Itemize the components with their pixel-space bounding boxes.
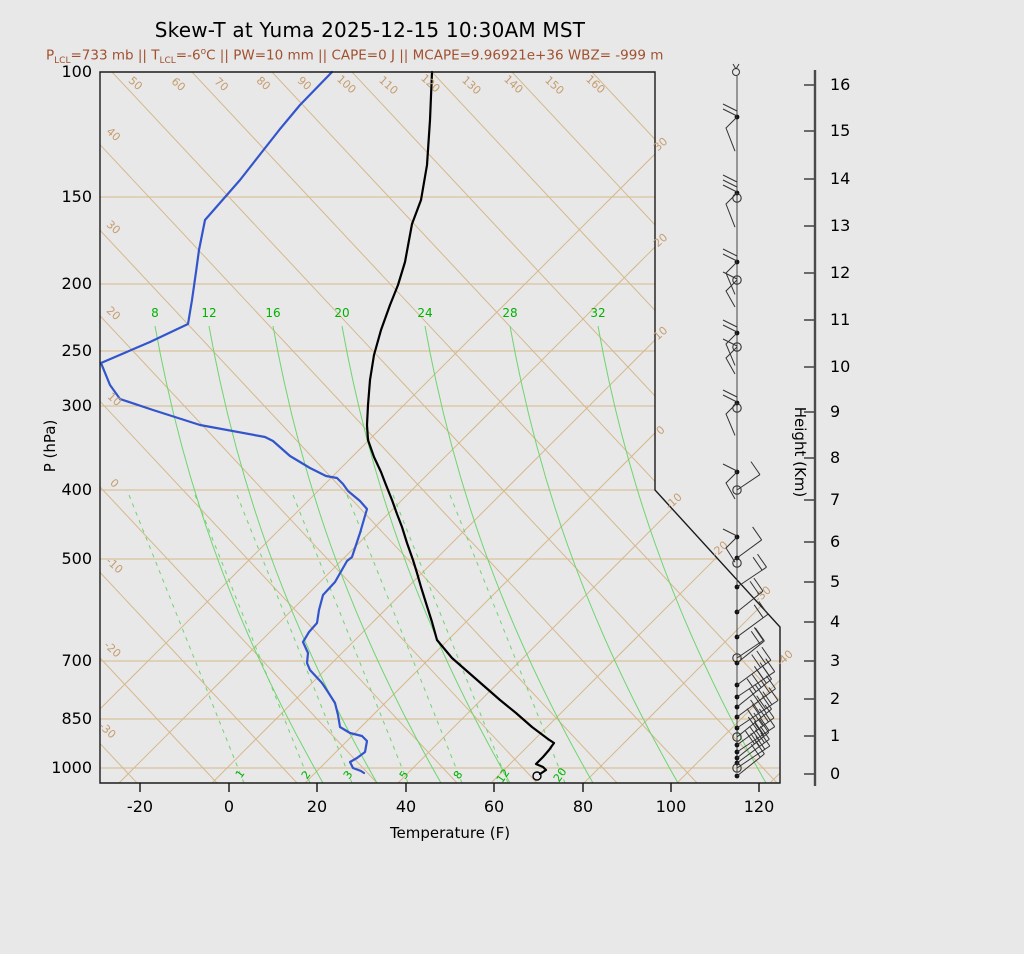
svg-text:32: 32: [590, 306, 605, 320]
svg-text:8: 8: [151, 306, 159, 320]
wind-barb-column: [722, 63, 779, 779]
svg-text:20: 20: [307, 797, 327, 816]
svg-text:40: 40: [396, 797, 416, 816]
svg-text:250: 250: [61, 341, 92, 360]
temperature-axis-title: Temperature (F): [389, 824, 511, 842]
svg-text:2: 2: [830, 689, 840, 708]
svg-text:120: 120: [418, 72, 442, 96]
svg-text:-20: -20: [127, 797, 153, 816]
svg-text:110: 110: [376, 74, 400, 98]
svg-text:3: 3: [830, 651, 840, 670]
temperature-surface-marker: [532, 771, 542, 781]
svg-text:20: 20: [651, 231, 670, 250]
svg-text:700: 700: [61, 651, 92, 670]
svg-text:11: 11: [830, 310, 850, 329]
svg-text:7: 7: [830, 490, 840, 509]
svg-text:120: 120: [744, 797, 775, 816]
svg-text:850: 850: [61, 709, 92, 728]
svg-text:150: 150: [542, 74, 566, 98]
svg-text:13: 13: [830, 216, 850, 235]
svg-text:-40: -40: [774, 648, 796, 670]
svg-text:300: 300: [61, 396, 92, 415]
svg-text:500: 500: [61, 549, 92, 568]
svg-text:30: 30: [104, 218, 123, 237]
svg-text:1: 1: [233, 767, 248, 780]
svg-text:12: 12: [830, 263, 850, 282]
svg-text:6: 6: [830, 532, 840, 551]
svg-text:90: 90: [295, 74, 314, 93]
svg-text:20: 20: [104, 304, 123, 323]
svg-text:20: 20: [334, 306, 349, 320]
svg-text:200: 200: [61, 274, 92, 293]
svg-text:10: 10: [651, 324, 670, 343]
page-title: Skew-T at Yuma 2025-12-15 10:30AM MST: [154, 18, 586, 42]
sounding-curves: [99, 70, 556, 781]
svg-text:100: 100: [61, 62, 92, 81]
svg-text:-10: -10: [663, 491, 685, 513]
svg-text:-10: -10: [103, 555, 125, 577]
svg-text:16: 16: [265, 306, 280, 320]
pressure-axis-title: P (hPa): [41, 419, 59, 473]
svg-text:0: 0: [830, 764, 840, 783]
skewt-background-lines: [100, 72, 780, 783]
svg-text:80: 80: [254, 74, 273, 93]
temperature-curve: [365, 70, 556, 776]
svg-text:70: 70: [212, 75, 231, 94]
svg-text:100: 100: [334, 73, 358, 97]
svg-text:80: 80: [573, 797, 593, 816]
svg-text:5: 5: [397, 768, 412, 781]
height-axis-title: Height (Km): [791, 406, 809, 498]
svg-text:1: 1: [830, 726, 840, 745]
plot-frame: [99, 71, 781, 784]
svg-text:-20: -20: [101, 639, 123, 661]
svg-text:8: 8: [451, 768, 466, 781]
svg-text:40: 40: [104, 125, 123, 144]
dewpoint-curve: [99, 70, 369, 775]
svg-text:5: 5: [830, 572, 840, 591]
svg-text:10: 10: [830, 357, 850, 376]
svg-text:2: 2: [299, 768, 314, 781]
svg-text:24: 24: [417, 306, 432, 320]
svg-text:8: 8: [830, 448, 840, 467]
svg-text:0: 0: [224, 797, 234, 816]
svg-text:150: 150: [61, 187, 92, 206]
svg-text:15: 15: [830, 121, 850, 140]
svg-text:28: 28: [502, 306, 517, 320]
svg-text:60: 60: [169, 75, 188, 94]
svg-text:1000: 1000: [51, 758, 92, 777]
svg-text:100: 100: [656, 797, 687, 816]
svg-text:130: 130: [459, 74, 483, 98]
svg-text:140: 140: [501, 73, 525, 97]
svg-text:3: 3: [341, 768, 356, 781]
svg-text:12: 12: [201, 306, 216, 320]
svg-text:16: 16: [830, 75, 850, 94]
svg-text:160: 160: [583, 73, 607, 97]
svg-text:400: 400: [61, 480, 92, 499]
svg-text:60: 60: [484, 797, 504, 816]
svg-text:14: 14: [830, 169, 850, 188]
svg-text:0: 0: [654, 423, 668, 437]
svg-text:9: 9: [830, 402, 840, 421]
pressure-axis: 100 150 200 250 300 400 500 700 850 1000: [51, 62, 92, 777]
svg-text:0: 0: [107, 476, 121, 490]
temperature-axis: -20 0 20 40 60 80 100 120: [127, 783, 774, 816]
sounding-stats-line: PLCL=733 mb || TLCL=-6oC || PW=10 mm || …: [46, 47, 664, 67]
svg-text:-30: -30: [752, 584, 774, 606]
svg-text:4: 4: [830, 612, 840, 631]
